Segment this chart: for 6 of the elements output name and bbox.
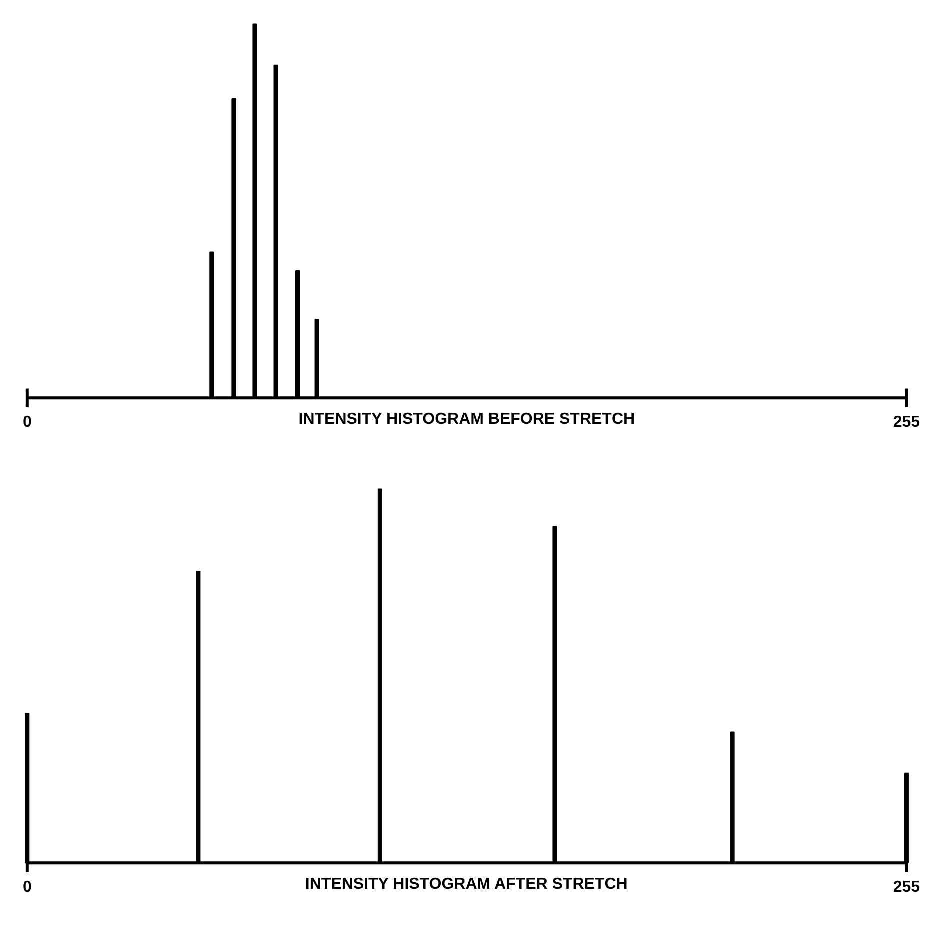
x-axis-title: INTENSITY HISTOGRAM BEFORE STRETCH (298, 411, 636, 428)
x-tick-label: 255 (893, 414, 920, 431)
x-tick-label: 0 (22, 414, 32, 431)
x-tick-label: 0 (22, 878, 32, 896)
x-axis-title: INTENSITY HISTOGRAM AFTER STRETCH (305, 876, 628, 894)
x-tick-label: 255 (893, 878, 920, 896)
